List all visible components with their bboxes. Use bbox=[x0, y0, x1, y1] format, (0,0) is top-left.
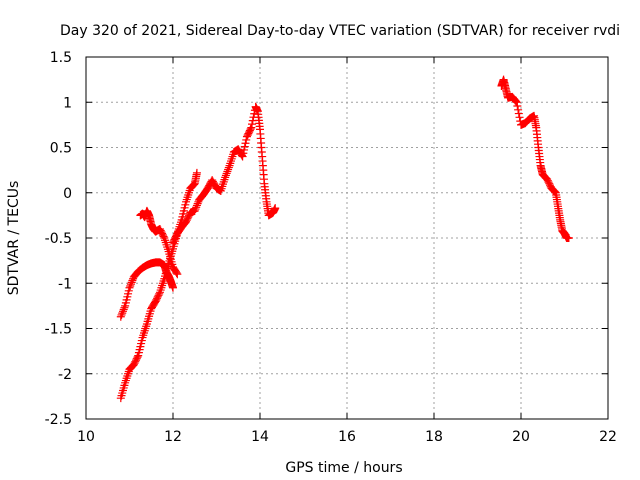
data-point-track-e bbox=[512, 98, 521, 107]
data-point-track-d bbox=[239, 149, 248, 158]
x-tick-label: 22 bbox=[599, 429, 617, 445]
data-point-track-d bbox=[190, 206, 199, 215]
data-point-track-e bbox=[514, 105, 523, 114]
data-point-track-d bbox=[221, 173, 230, 182]
data-point-track-c bbox=[189, 181, 198, 190]
data-point-track-d bbox=[222, 169, 231, 178]
data-point-track-d bbox=[221, 171, 230, 180]
data-point-track-b bbox=[172, 268, 181, 277]
plot-frame bbox=[85, 56, 609, 420]
chart-title: Day 320 of 2021, Sidereal Day-to-day VTE… bbox=[60, 23, 620, 39]
data-point-track-a bbox=[128, 276, 137, 285]
y-tick-label: 1 bbox=[63, 95, 72, 111]
data-point-track-d bbox=[192, 201, 201, 210]
grid-lines bbox=[86, 57, 608, 419]
y-tick-label: -0.5 bbox=[45, 231, 72, 247]
y-tick-label: -2.5 bbox=[45, 412, 72, 428]
x-axis-label: GPS time / hours bbox=[285, 460, 402, 476]
y-tick-label: -2 bbox=[58, 367, 72, 383]
data-point-track-e bbox=[513, 102, 522, 111]
x-tick-label: 20 bbox=[512, 429, 530, 445]
data-point-track-e bbox=[515, 113, 524, 122]
data-point-track-d bbox=[241, 139, 250, 148]
tick-labels: 10 12 14 16 18 20 22 -2.5 -2 -1.5 -1 -0.5 0 0.5 1 1.5 bbox=[45, 50, 617, 445]
y-tick-label: -1.5 bbox=[45, 322, 72, 338]
data-point-track-a bbox=[118, 309, 127, 318]
y-tick-label: 0.5 bbox=[50, 141, 72, 157]
x-tick-label: 18 bbox=[425, 429, 443, 445]
data-point-track-d bbox=[193, 199, 202, 208]
x-tick-label: 12 bbox=[164, 429, 182, 445]
data-point-track-b bbox=[173, 270, 182, 279]
data-point-track-d bbox=[191, 205, 200, 214]
data-point-track-d bbox=[224, 165, 233, 174]
data-point-track-a bbox=[119, 305, 128, 314]
data-point-track-a bbox=[125, 283, 134, 292]
data-point-track-a bbox=[126, 281, 135, 290]
y-axis-label: SDTVAR / TECUs bbox=[6, 181, 22, 296]
x-tick-label: 14 bbox=[251, 429, 269, 445]
data-point-track-d bbox=[242, 135, 251, 144]
data-point-track-a bbox=[169, 283, 177, 292]
x-tick-label: 16 bbox=[338, 429, 356, 445]
data-point-track-d bbox=[248, 120, 257, 129]
data-point-track-d bbox=[240, 145, 249, 154]
data-point-track-d bbox=[192, 203, 201, 212]
data-point-track-a bbox=[120, 303, 129, 312]
y-tick-label: 1.5 bbox=[50, 50, 72, 66]
data-point-track-e bbox=[550, 187, 559, 196]
data-point-track-d bbox=[271, 204, 280, 213]
data-point-track-c bbox=[155, 289, 164, 298]
data-point-track-a bbox=[116, 312, 125, 321]
data-point-track-a bbox=[126, 280, 135, 289]
data-point-track-d bbox=[240, 142, 249, 151]
data-points bbox=[116, 75, 573, 403]
x-tick-label: 10 bbox=[77, 429, 95, 445]
data-point-track-d bbox=[224, 163, 233, 172]
data-point-track-b bbox=[159, 232, 168, 241]
data-point-track-d bbox=[238, 152, 247, 161]
y-tick-label: -1 bbox=[58, 276, 72, 292]
data-point-track-c bbox=[133, 353, 142, 362]
data-point-track-a bbox=[118, 307, 127, 316]
data-point-track-c bbox=[192, 168, 201, 177]
data-point-track-d bbox=[247, 123, 256, 132]
data-point-track-e bbox=[564, 234, 573, 242]
data-point-track-e bbox=[511, 96, 520, 105]
y-tick-label: 0 bbox=[63, 186, 72, 202]
data-point-track-d bbox=[246, 125, 255, 134]
data-point-track-d bbox=[223, 167, 232, 176]
data-point-track-e bbox=[511, 97, 520, 106]
data-point-track-a bbox=[127, 278, 136, 287]
data-point-track-e bbox=[514, 109, 523, 118]
data-point-track-a bbox=[117, 310, 126, 319]
